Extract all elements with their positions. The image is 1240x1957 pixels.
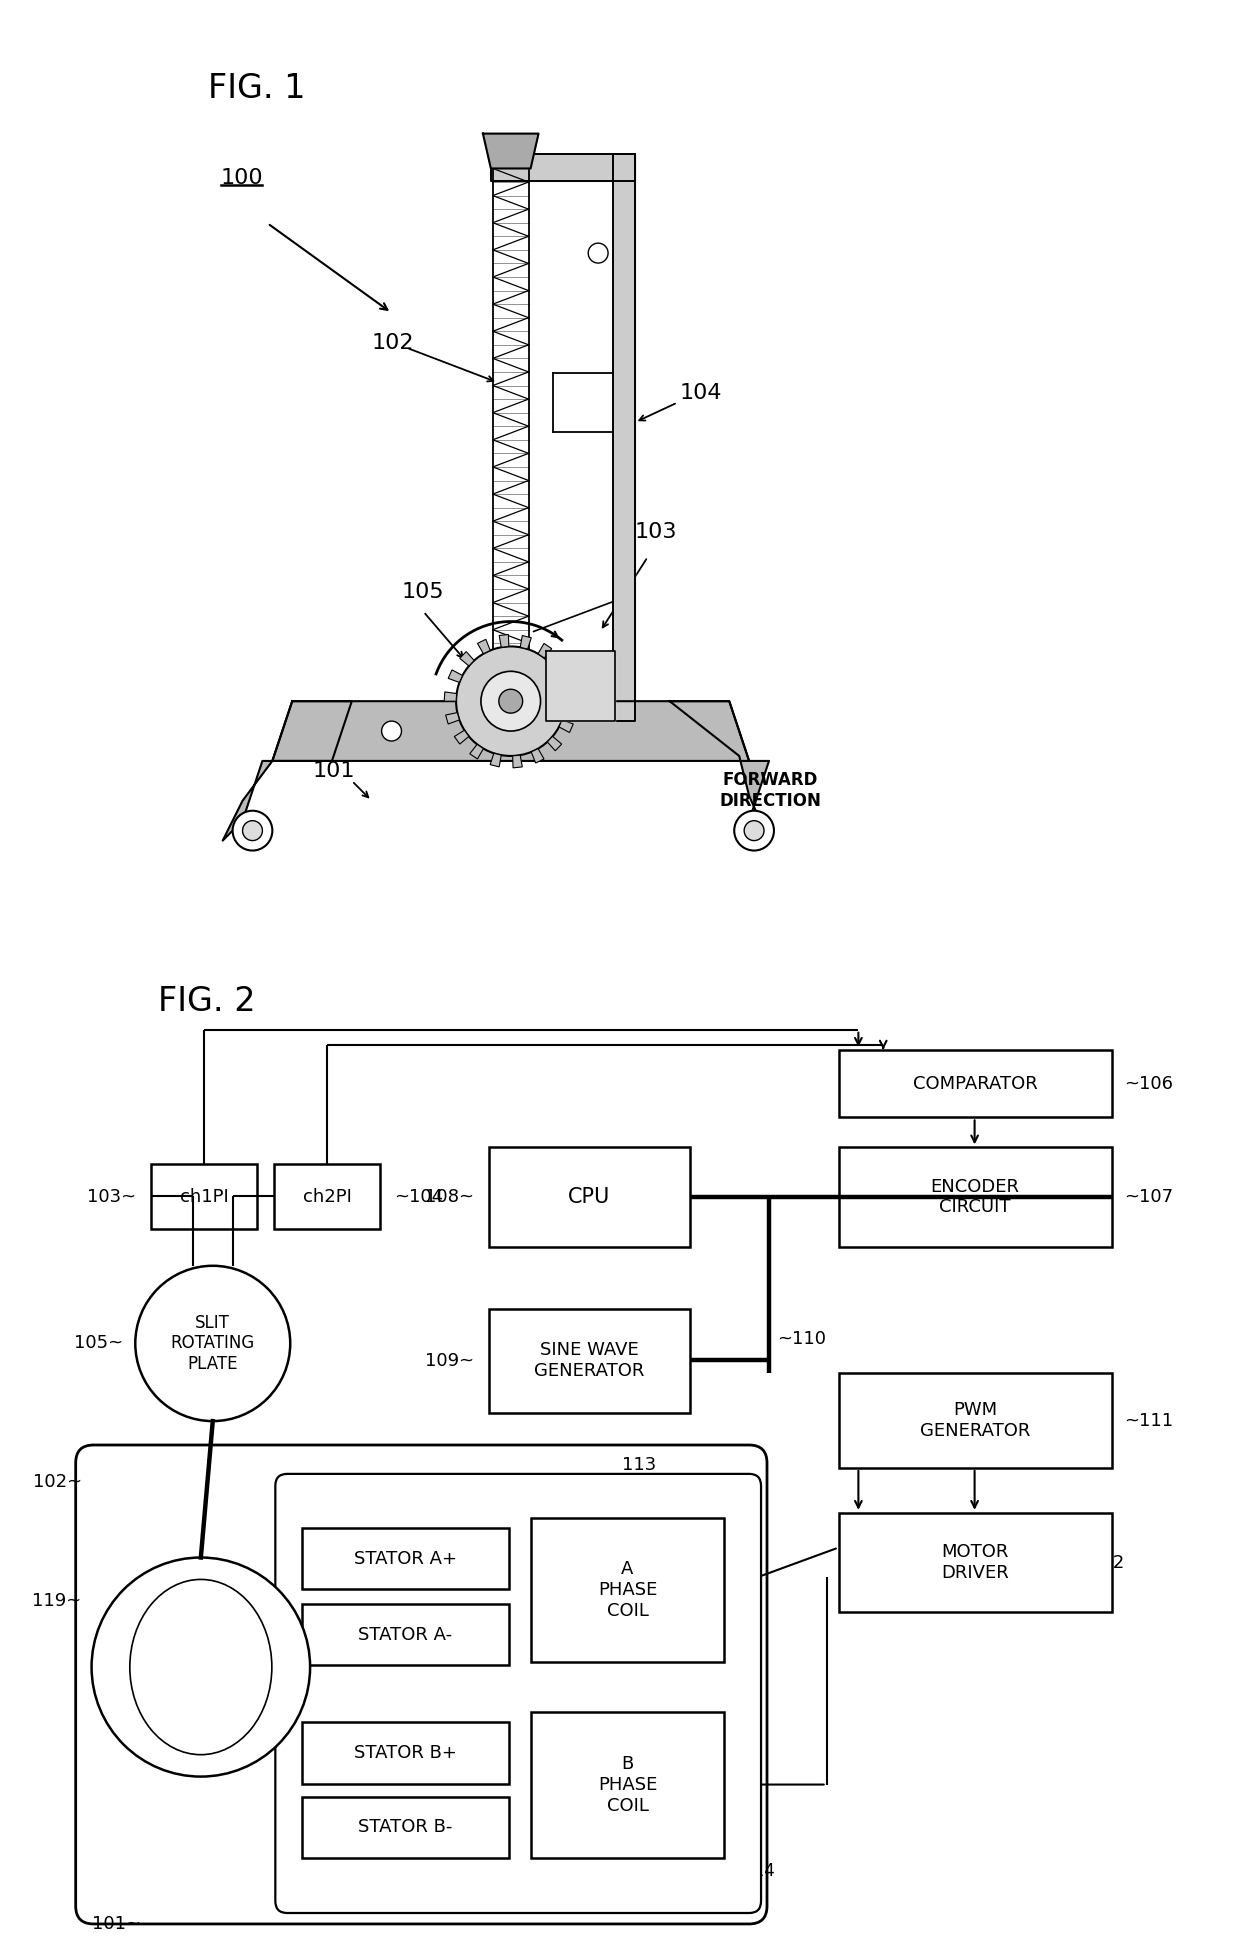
Text: 119~: 119~ <box>32 1593 82 1611</box>
Circle shape <box>498 689 522 712</box>
Bar <box>489 1309 689 1413</box>
Text: ~114: ~114 <box>729 1863 775 1881</box>
Circle shape <box>382 720 402 742</box>
Text: STATOR A+: STATOR A+ <box>353 1550 458 1568</box>
Text: COMPARATOR: COMPARATOR <box>913 1074 1038 1092</box>
Polygon shape <box>444 693 456 701</box>
Text: SLIT
ROTATING
PLATE: SLIT ROTATING PLATE <box>171 1313 255 1374</box>
Circle shape <box>456 646 565 755</box>
Bar <box>489 1147 689 1247</box>
Bar <box>274 1164 379 1229</box>
Text: 101~: 101~ <box>92 1916 140 1934</box>
Text: 102: 102 <box>372 333 414 352</box>
Polygon shape <box>547 736 562 751</box>
Text: ~117: ~117 <box>383 1787 428 1806</box>
Polygon shape <box>482 133 538 168</box>
Text: 108~: 108~ <box>425 1188 474 1206</box>
Bar <box>303 1722 508 1783</box>
Text: 109~: 109~ <box>425 1352 474 1370</box>
Polygon shape <box>445 712 459 724</box>
Polygon shape <box>531 750 544 763</box>
Polygon shape <box>454 730 469 744</box>
Bar <box>838 1049 1112 1117</box>
Text: ch2PI: ch2PI <box>303 1188 351 1206</box>
Polygon shape <box>613 153 635 720</box>
Bar <box>838 1147 1112 1247</box>
Text: FORWARD
DIRECTION: FORWARD DIRECTION <box>719 771 821 810</box>
Text: SINE WAVE
GENERATOR: SINE WAVE GENERATOR <box>534 1341 645 1380</box>
Text: CPU: CPU <box>568 1188 610 1207</box>
Text: ~111: ~111 <box>1125 1411 1174 1431</box>
Ellipse shape <box>130 1579 272 1755</box>
Polygon shape <box>460 652 474 665</box>
Text: ~115: ~115 <box>383 1593 428 1611</box>
Text: STATOR A-: STATOR A- <box>358 1626 453 1644</box>
Polygon shape <box>538 644 552 658</box>
Circle shape <box>135 1266 290 1421</box>
Polygon shape <box>546 652 615 720</box>
Polygon shape <box>670 701 769 842</box>
Text: 101: 101 <box>312 761 355 781</box>
Polygon shape <box>448 669 463 683</box>
Polygon shape <box>512 755 522 767</box>
Polygon shape <box>477 640 490 654</box>
Text: ~112: ~112 <box>1075 1554 1125 1571</box>
Polygon shape <box>223 701 352 842</box>
Polygon shape <box>562 679 575 689</box>
Bar <box>838 1374 1112 1468</box>
Text: FIG. 1: FIG. 1 <box>208 72 305 106</box>
Bar <box>303 1797 508 1859</box>
Text: B
PHASE
COIL: B PHASE COIL <box>598 1755 657 1814</box>
Polygon shape <box>273 701 749 761</box>
Circle shape <box>243 820 263 842</box>
Polygon shape <box>470 744 484 759</box>
Text: 100: 100 <box>221 168 263 188</box>
Polygon shape <box>491 153 635 182</box>
Text: FIG. 2: FIG. 2 <box>159 984 255 1018</box>
Text: ~104: ~104 <box>394 1188 444 1206</box>
Circle shape <box>744 820 764 842</box>
Circle shape <box>233 810 273 851</box>
Text: 103~: 103~ <box>87 1188 136 1206</box>
Polygon shape <box>565 701 578 710</box>
Text: MOTOR
DRIVER: MOTOR DRIVER <box>941 1544 1009 1581</box>
Bar <box>838 1513 1112 1613</box>
Polygon shape <box>559 720 573 732</box>
Circle shape <box>481 671 541 732</box>
Text: ENCODER
CIRCUIT: ENCODER CIRCUIT <box>930 1178 1019 1217</box>
Polygon shape <box>553 658 567 671</box>
Text: ~106: ~106 <box>1125 1074 1173 1092</box>
Text: 103: 103 <box>635 523 677 542</box>
Circle shape <box>588 243 608 262</box>
FancyBboxPatch shape <box>275 1474 761 1914</box>
Text: ~118: ~118 <box>383 1863 428 1881</box>
Polygon shape <box>490 753 501 767</box>
Text: 105: 105 <box>402 581 444 601</box>
Text: 104: 104 <box>680 382 722 403</box>
Text: 102~: 102~ <box>32 1474 82 1491</box>
Text: ~110: ~110 <box>777 1331 826 1348</box>
Bar <box>303 1605 508 1665</box>
Bar <box>151 1164 258 1229</box>
Text: ~107: ~107 <box>1125 1188 1174 1206</box>
Text: ROTOR
MAGNET: ROTOR MAGNET <box>165 1648 237 1687</box>
Bar <box>303 1528 508 1589</box>
Text: A
PHASE
COIL: A PHASE COIL <box>598 1560 657 1620</box>
Polygon shape <box>521 636 531 650</box>
Polygon shape <box>500 634 508 648</box>
Text: ch1PI: ch1PI <box>180 1188 228 1206</box>
Text: PWM
GENERATOR: PWM GENERATOR <box>920 1401 1030 1440</box>
Circle shape <box>734 810 774 851</box>
Circle shape <box>92 1558 310 1777</box>
FancyBboxPatch shape <box>76 1444 768 1924</box>
Text: 113: 113 <box>622 1456 656 1474</box>
Text: STATOR B+: STATOR B+ <box>353 1744 456 1761</box>
Bar <box>531 1519 724 1661</box>
Text: ~116: ~116 <box>383 1669 428 1687</box>
Text: 105~: 105~ <box>74 1335 123 1352</box>
Text: STATOR B-: STATOR B- <box>358 1818 453 1836</box>
Bar <box>531 1712 724 1859</box>
